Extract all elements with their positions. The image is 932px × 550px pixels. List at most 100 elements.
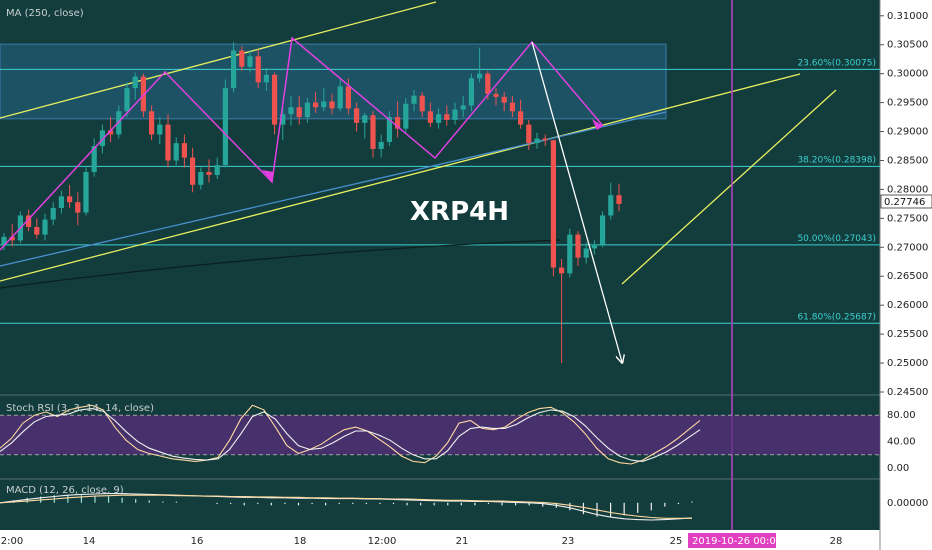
candle-body: [460, 105, 466, 110]
fib-label: 61.80%(0.25687): [797, 312, 876, 322]
candle-body: [58, 196, 64, 208]
candle-body: [190, 157, 196, 185]
candle-body: [296, 107, 302, 118]
rsi-tick-label: 80.00: [887, 410, 916, 421]
candle-body: [99, 130, 105, 147]
candle: [600, 211, 606, 248]
candle-body: [518, 111, 524, 125]
candle-body: [140, 76, 146, 112]
price-tick-label: 0.27500: [887, 213, 928, 224]
time-tick-label: 16: [191, 536, 204, 547]
candle: [280, 107, 286, 141]
candles: [1, 41, 622, 364]
date-badge: [688, 533, 776, 548]
candle-body: [485, 73, 491, 94]
candle: [337, 78, 343, 112]
candle-body: [378, 141, 384, 149]
time-tick-label: 14: [83, 536, 96, 547]
price-tick-label: 0.28500: [887, 155, 928, 166]
candle-body: [354, 108, 360, 123]
candle: [239, 45, 245, 71]
candle: [165, 114, 171, 168]
candle: [149, 105, 155, 141]
price-tick-label: 0.25500: [887, 329, 928, 340]
candle-body: [149, 111, 155, 135]
candle-body: [436, 114, 442, 123]
rsi-axis: 80.00 40.00 0.00: [887, 410, 916, 474]
candle: [58, 190, 64, 214]
time-tick-label: 21: [456, 536, 469, 547]
candle: [157, 117, 163, 145]
candle: [460, 95, 466, 118]
candle-body: [468, 78, 474, 106]
candle: [419, 92, 425, 118]
candle-body: [419, 95, 425, 112]
macd-axis: 0.00000: [887, 498, 928, 509]
candle: [444, 105, 450, 126]
candle-body: [313, 102, 319, 108]
candle-body: [411, 95, 417, 104]
candle-body: [600, 215, 606, 245]
candle-body: [255, 56, 261, 83]
channel-lower-line[interactable]: [0, 73, 801, 282]
candle-body: [247, 56, 253, 67]
candle: [411, 89, 417, 112]
candle: [34, 218, 40, 239]
zone-trend-line[interactable]: [0, 111, 667, 267]
price-axis[interactable]: 0.31000 0.30500 0.30000 0.29500 0.29000 0.285…: [880, 11, 928, 398]
time-tick-label: 2:00: [1, 536, 23, 547]
candle: [173, 137, 179, 166]
candle-body: [173, 143, 179, 161]
candle-body: [345, 86, 351, 109]
fib-label: 38.20%(0.28398): [797, 155, 876, 165]
candle: [436, 108, 442, 129]
candle-body: [67, 196, 73, 203]
candle-body: [452, 109, 458, 120]
candle: [567, 228, 573, 278]
candle: [550, 140, 556, 277]
channel-upper-line[interactable]: [0, 1, 437, 119]
symbol-title: XRP4H: [410, 197, 509, 227]
candle: [1, 232, 7, 251]
candle-body: [91, 146, 97, 173]
candle: [518, 99, 524, 129]
candle-body: [214, 165, 220, 175]
candle: [42, 213, 48, 241]
candle: [313, 92, 319, 114]
candle: [190, 147, 196, 193]
candle: [509, 95, 515, 118]
zigzag-arrow-icon: [262, 170, 274, 182]
time-axis[interactable]: 2:00 14 16 18 12:00 21 23 25 28: [1, 536, 843, 547]
candle: [345, 78, 351, 115]
candle-body: [542, 138, 548, 141]
candle-body: [608, 195, 614, 216]
candle: [477, 47, 483, 83]
candle: [75, 192, 81, 226]
candle-body: [280, 114, 286, 125]
candle: [304, 97, 310, 123]
candle: [378, 134, 384, 158]
price-tick-label: 0.28000: [887, 184, 928, 195]
candle: [263, 67, 269, 92]
candle-body: [444, 114, 450, 120]
price-tick-label: 0.25000: [887, 358, 928, 369]
candle-body: [591, 244, 597, 249]
candle: [222, 79, 228, 168]
rebound-trend-line[interactable]: [621, 89, 837, 285]
date-badge-label: 2019-10-26 00:00: [692, 536, 782, 547]
candle: [362, 113, 368, 139]
macd-tick-label: 0.00000: [887, 498, 928, 509]
candle-body: [9, 236, 15, 241]
fib-levels: 23.60%(0.30075) 38.20%(0.28398) 50.00%(0.2…: [0, 58, 880, 324]
candle-body: [526, 124, 532, 144]
candle-body: [559, 267, 565, 274]
candle: [108, 117, 114, 142]
projection-arrow[interactable]: [531, 41, 622, 362]
candle: [608, 182, 614, 220]
candle: [542, 134, 548, 147]
ma-legend: MA (250, close): [6, 8, 84, 19]
stoch-d-line: [0, 408, 701, 462]
price-tick-label: 0.26000: [887, 300, 928, 311]
candle: [395, 101, 401, 138]
